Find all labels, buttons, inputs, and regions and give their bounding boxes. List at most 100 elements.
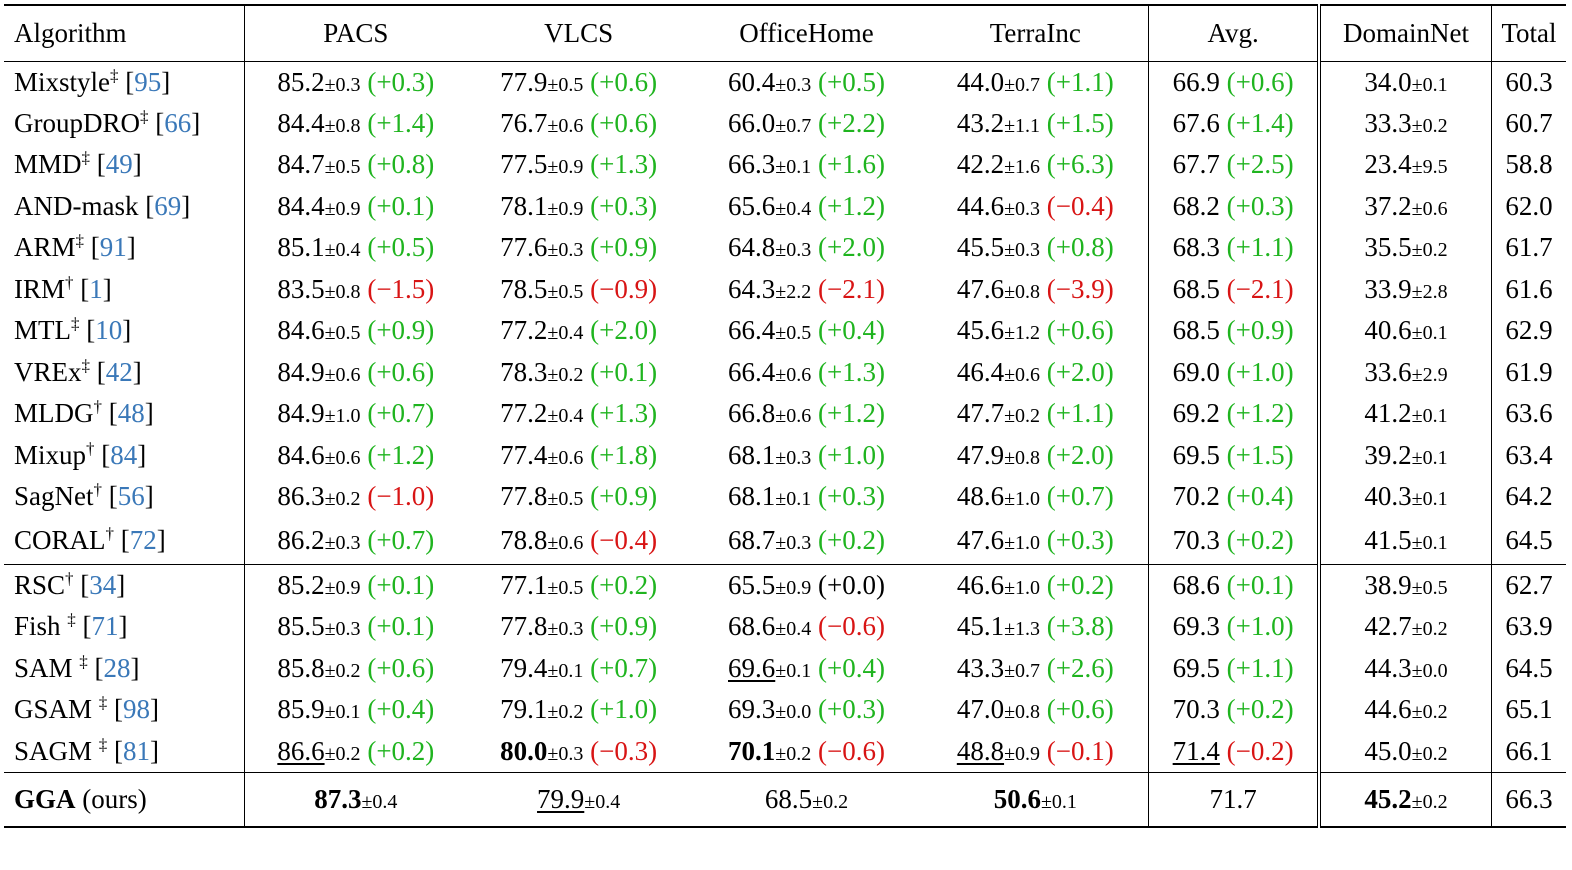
mean-value: 77.9	[500, 66, 548, 97]
std-value: ±0.9	[1004, 742, 1041, 765]
domainnet-cell: 37.2±0.6	[1317, 185, 1492, 227]
mean-value: 47.6	[956, 273, 1005, 304]
vlcs-cell: 79.4±0.1 (+0.7)	[467, 648, 691, 690]
delta-number: +0.6	[1055, 694, 1105, 725]
footnote-mark: ‡	[98, 734, 108, 754]
domainnet-cell: 34.0±0.1	[1317, 61, 1492, 103]
delta-value: (+0.1)	[367, 611, 435, 642]
citation-ref: 98	[123, 694, 151, 725]
mean-value: 33.6	[1364, 356, 1412, 387]
citation-ref: 56	[117, 481, 145, 512]
avg-cell: 69.0 (+1.0)	[1148, 351, 1320, 393]
table-row: VREx‡ [42] 84.9±0.6 (+0.6) 78.3±0.2 (+0.1)…	[4, 351, 1566, 393]
algorithm-cell: Mixup† [84]	[14, 438, 147, 470]
terrainc-cell: 48.8±0.9 (−0.1)	[922, 730, 1149, 773]
vlcs-cell: 77.8±0.5 (+0.9)	[467, 476, 691, 518]
delta-value: (+0.6)	[367, 356, 435, 387]
mean-value: 70.1	[728, 735, 776, 766]
domainnet-cell: 40.6±0.1	[1317, 310, 1492, 352]
delta-number: +1.5	[1055, 107, 1105, 138]
citation-ref: 66	[164, 107, 192, 138]
std-value: ±0.6	[775, 363, 812, 386]
std-value: ±0.2	[324, 659, 361, 682]
std-value: ±0.3	[775, 446, 812, 469]
mean-value: 77.4	[500, 439, 548, 470]
table-row: MMD‡ [49] 84.7±0.5 (+0.8) 77.5±0.9 (+1.3) 6…	[4, 144, 1566, 186]
algorithm-name: IRM	[14, 273, 66, 304]
footnote-mark: †	[65, 272, 74, 292]
terrainc-cell: 47.7±0.2 (+1.1)	[922, 393, 1148, 435]
std-value: ±2.8	[1411, 280, 1448, 303]
domainnet-cell: 45.2±0.2	[1317, 772, 1492, 828]
mean-value: 79.4	[500, 652, 548, 683]
std-value: ±1.6	[1004, 156, 1041, 179]
delta-number: +0.7	[376, 525, 426, 556]
pacs-cell: 85.8±0.2 (+0.6)	[243, 647, 467, 689]
vlcs-cell: 79.9±0.4	[466, 772, 691, 828]
delta-value: (−0.3)	[590, 735, 658, 766]
domainnet-cell: 33.3±0.2	[1317, 102, 1492, 144]
mean-value: 84.9	[277, 356, 325, 387]
std-value: ±0.7	[775, 114, 812, 137]
total-cell: 62.9	[1490, 310, 1566, 352]
delta-value: (+1.3)	[817, 356, 885, 387]
mean-value: 44.0	[956, 66, 1005, 97]
delta-number: +0.9	[1235, 315, 1285, 346]
delta-number: −1.5	[376, 273, 426, 304]
delta-number: +0.1	[599, 356, 649, 387]
avg-cell: 68.6 (+0.1)	[1148, 564, 1320, 606]
mean-value: 76.7	[500, 107, 548, 138]
mean-value: 77.2	[500, 315, 548, 346]
delta-value: (+0.1)	[367, 190, 435, 221]
std-value: ±1.2	[1004, 322, 1041, 345]
citation-ref: 1	[89, 273, 103, 304]
avg-value: 69.3	[1172, 611, 1220, 642]
delta-value: (−0.4)	[1046, 190, 1114, 221]
mean-value: 85.2	[277, 570, 325, 600]
std-value: ±0.5	[547, 577, 584, 599]
delta-value: (−0.6)	[817, 611, 885, 642]
algorithm-cell: AND-mask [69]	[14, 190, 191, 221]
delta-value: (+0.3)	[590, 190, 658, 221]
std-value: ±0.1	[1411, 532, 1448, 555]
avg-value: 70.3	[1172, 525, 1220, 556]
delta-number: +0.2	[376, 735, 426, 766]
mean-value: 66.3	[728, 149, 776, 180]
algorithm-name: SAGM	[14, 735, 99, 766]
domainnet-cell: 40.3±0.1	[1317, 476, 1492, 518]
citation-ref: 95	[134, 66, 162, 97]
delta-value: (+0.8)	[1046, 232, 1114, 263]
total-cell: 64.2	[1490, 476, 1566, 518]
mean-value: 77.6	[500, 232, 548, 263]
std-value: ±2.9	[1411, 363, 1448, 386]
citation-ref: 10	[95, 315, 123, 346]
table-row: Mixup† [84] 84.6±0.6 (+1.2) 77.4±0.6 (+1.8…	[4, 434, 1566, 476]
pacs-cell: 85.2±0.3 (+0.3)	[243, 61, 467, 103]
vlcs-cell: 77.1±0.5 (+0.2)	[467, 565, 691, 607]
avg-value: 67.7	[1172, 149, 1220, 180]
delta-number: +1.0	[1235, 611, 1285, 642]
delta-value: (+0.9)	[367, 315, 435, 346]
delta-number: −0.6	[826, 735, 876, 766]
delta-value: (+1.0)	[817, 439, 885, 470]
officehome-cell: 68.7±0.3 (+0.2)	[690, 517, 923, 565]
domainnet-cell: 41.2±0.1	[1317, 393, 1492, 435]
vlcs-cell: 78.5±0.5 (−0.9)	[467, 269, 691, 311]
mean-value: 69.3	[728, 694, 776, 725]
mean-value: 45.0	[1364, 735, 1412, 766]
header-pacs: PACS	[243, 4, 467, 62]
mean-value: 41.2	[1364, 398, 1412, 429]
mean-value: 80.0	[500, 735, 548, 766]
delta-value: (+0.7)	[1046, 481, 1114, 512]
mean-value: 84.4	[277, 107, 325, 138]
delta-number: +0.3	[1055, 525, 1105, 556]
std-value: ±0.5	[1411, 577, 1448, 599]
footnote-mark: †	[93, 480, 102, 500]
delta-number: −2.1	[826, 273, 876, 304]
pacs-cell: 85.9±0.1 (+0.4)	[243, 689, 467, 731]
avg-cell: 67.6 (+1.4)	[1148, 102, 1320, 144]
algorithm-name: GSAM	[14, 694, 99, 725]
vlcs-cell: 77.2±0.4 (+1.3)	[467, 393, 691, 435]
delta-number: +0.2	[1235, 525, 1285, 556]
domainnet-cell: 33.9±2.8	[1317, 268, 1492, 310]
